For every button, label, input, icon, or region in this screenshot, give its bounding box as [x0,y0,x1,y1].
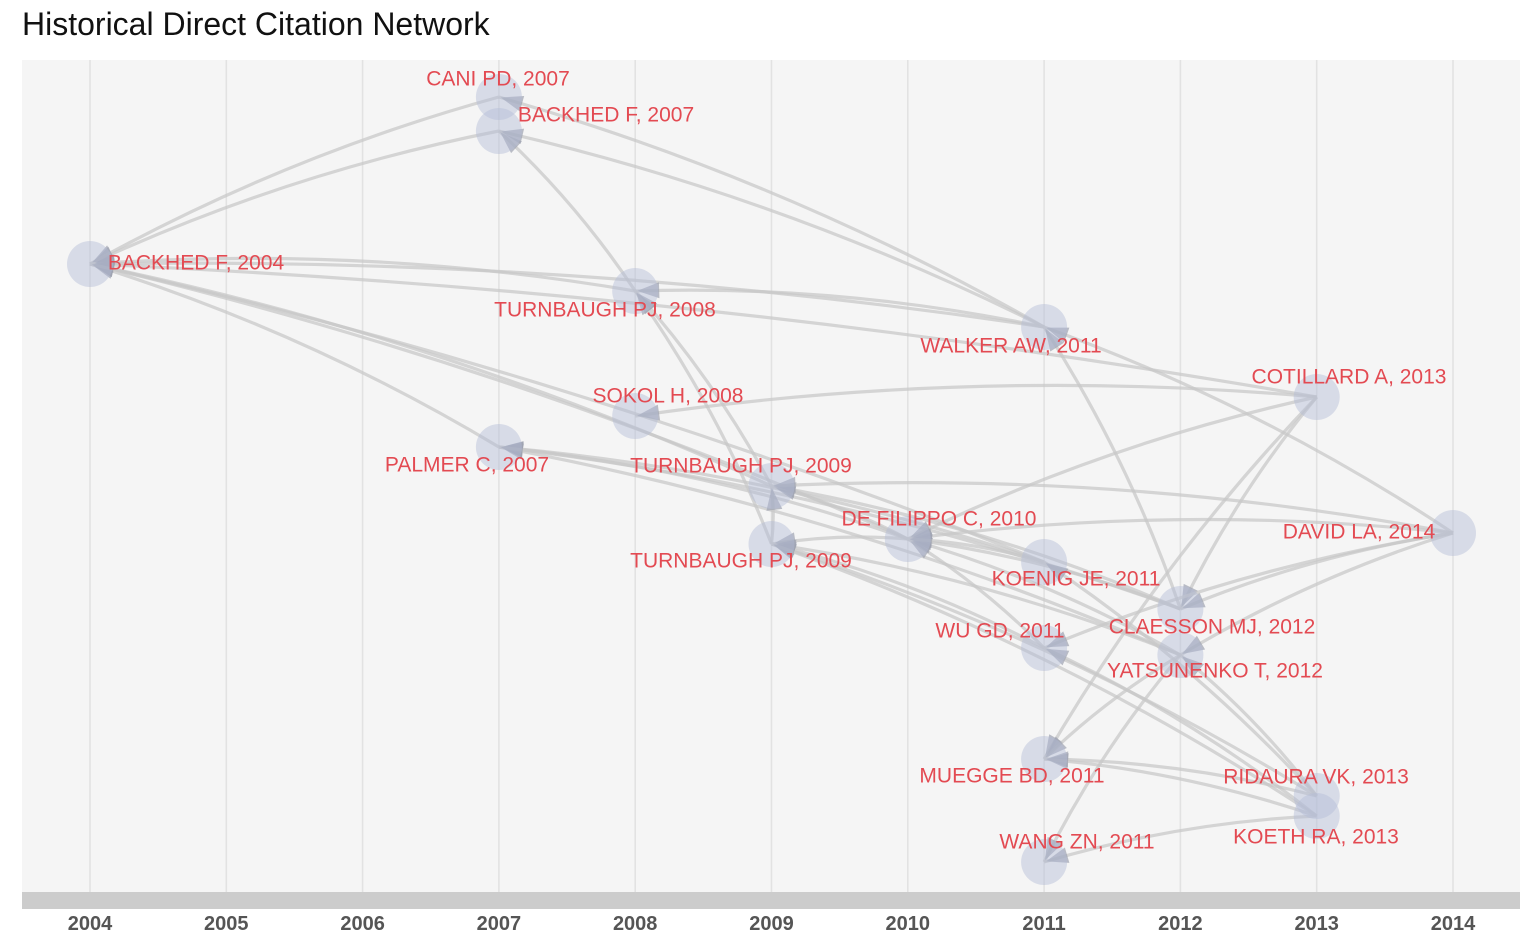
node-backhed2004[interactable] [67,241,113,287]
x-tick-label: 2005 [204,913,249,935]
node-label-ridaura-vk-2013: RIDAURA VK, 2013 [1223,766,1409,789]
x-tick-label: 2013 [1294,913,1339,935]
x-tick-label: 2006 [340,913,385,935]
x-tick-label: 2012 [1158,913,1203,935]
node-label-wu-gd-2011: WU GD, 2011 [935,620,1064,643]
x-tick-label: 2011 [1022,913,1065,935]
node-label-wang-zn-2011: WANG ZN, 2011 [999,831,1154,854]
x-axis-band [22,892,1520,909]
node-label-yatsunenko-t-2012: YATSUNENKO T, 2012 [1107,660,1323,683]
node-label-palmer-c-2007: PALMER C, 2007 [385,454,549,477]
x-tick-label: 2009 [749,913,794,935]
x-tick-label: 2014 [1431,913,1476,935]
node-label-turnbaugh-pj-2009: TURNBAUGH PJ, 2009 [630,455,852,478]
node-label-koeth-ra-2013: KOETH RA, 2013 [1233,826,1399,849]
node-label-muegge-bd-2011: MUEGGE BD, 2011 [919,765,1104,788]
node-label-cani-pd-2007: CANI PD, 2007 [426,68,570,91]
node-label-claesson-mj-2012: CLAESSON MJ, 2012 [1109,616,1316,639]
node-label-turnbaugh-pj-2008: TURNBAUGH PJ, 2008 [494,299,716,322]
node-label-koenig-je-2011: KOENIG JE, 2011 [992,568,1161,591]
node-label-backhed-f-2004: BACKHED F, 2004 [108,252,285,275]
node-backhed2007[interactable] [476,108,522,154]
node-label-backhed-f-2007: BACKHED F, 2007 [518,104,694,127]
x-tick-label: 2004 [68,913,113,935]
x-tick-label: 2008 [613,913,658,935]
node-davidla2014[interactable] [1430,510,1476,556]
node-label-david-la-2014: DAVID LA, 2014 [1283,521,1436,544]
x-tick-label: 2010 [886,913,931,935]
x-tick-label: 2007 [477,913,522,935]
node-label-de-filippo-c-2010: DE FILIPPO C, 2010 [842,508,1037,531]
node-label-cotillard-a-2013: COTILLARD A, 2013 [1252,366,1447,389]
node-label-sokol-h-2008: SOKOL H, 2008 [593,385,744,408]
node-label-walker-aw-2011: WALKER AW, 2011 [920,335,1101,358]
node-label-turnbaugh-pj-2009: TURNBAUGH PJ, 2009 [630,550,852,573]
